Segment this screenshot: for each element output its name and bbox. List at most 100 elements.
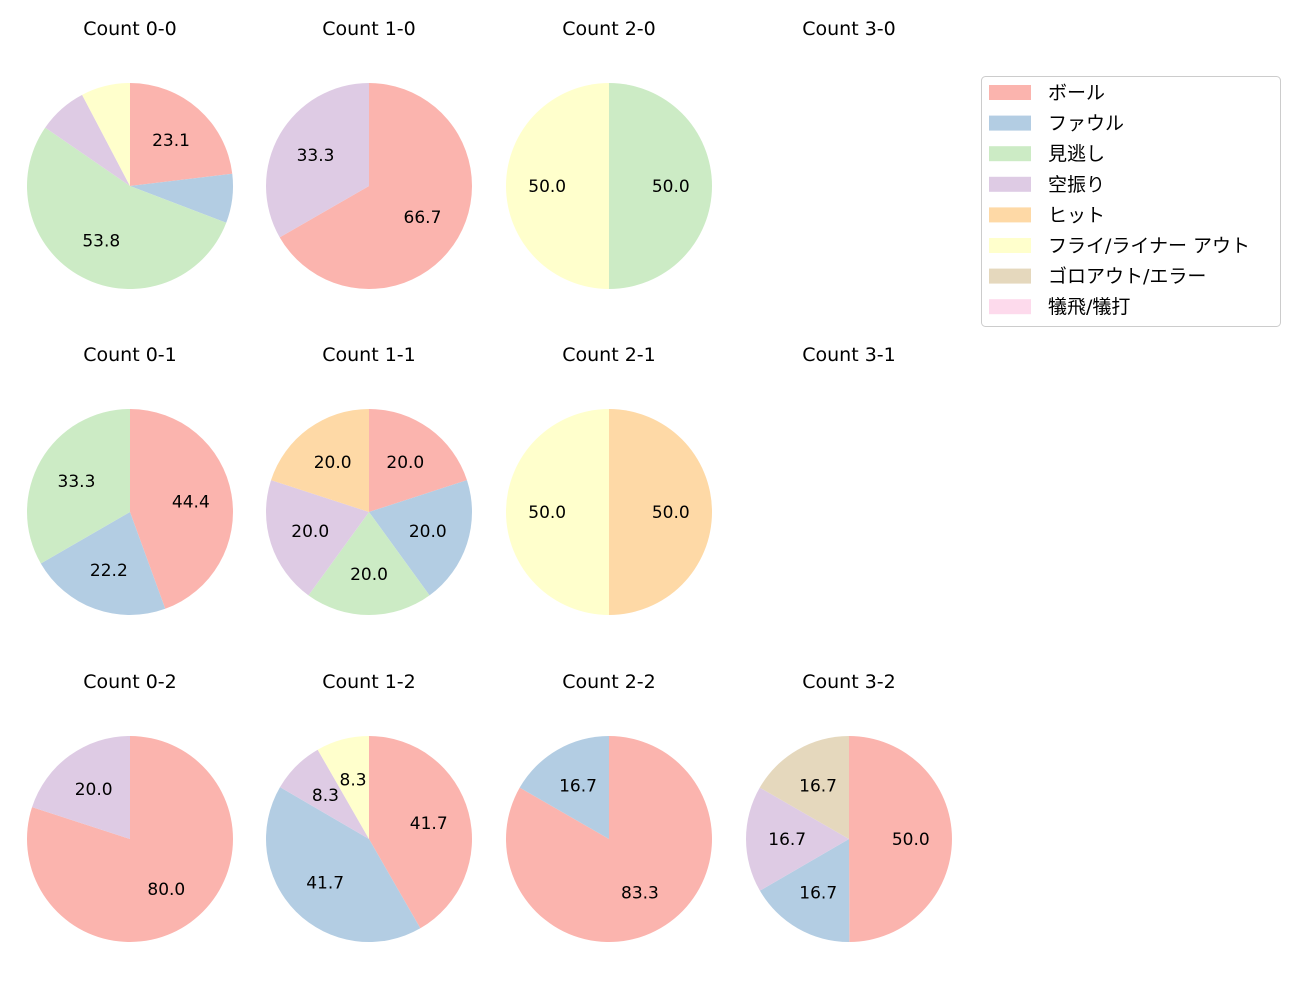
- pie-slice: [308, 512, 430, 615]
- pie-title: Count 1-0: [322, 18, 416, 40]
- pie-title: Count 1-2: [322, 671, 416, 693]
- slice-label: 83.3: [621, 883, 659, 903]
- pie-count-0-0: Count 0-0 23.1 53.8: [27, 18, 234, 289]
- slice-label: 44.4: [172, 492, 210, 512]
- pie-slice: [266, 787, 421, 942]
- pie-slice: [317, 736, 369, 839]
- pie-slice: [506, 83, 609, 289]
- slice-label: 41.7: [306, 874, 344, 894]
- pie-count-2-2: Count 2-2 83.3 16.7: [506, 671, 712, 943]
- pie-slice: [130, 83, 233, 186]
- pie-slice: [45, 94, 130, 186]
- legend-label: 空振り: [1048, 174, 1105, 196]
- pie-slice: [266, 83, 369, 238]
- pie-slice: [32, 736, 130, 839]
- pie-title: Count 0-1: [83, 344, 177, 366]
- pie-count-3-0: Count 3-0: [802, 18, 896, 40]
- legend-swatch: [989, 268, 1031, 284]
- pie-slice: [369, 480, 472, 596]
- slice-label: 66.7: [404, 208, 442, 228]
- pie-slice: [271, 409, 369, 512]
- pie-slice: [759, 736, 849, 839]
- pie-title: Count 1-1: [322, 344, 416, 366]
- slice-label: 16.7: [799, 884, 837, 904]
- slice-label: 20.0: [350, 565, 388, 585]
- slice-label: 41.7: [410, 814, 448, 834]
- pie-slice: [27, 409, 130, 564]
- slice-label: 50.0: [528, 177, 566, 197]
- pie-title: Count 3-1: [802, 344, 896, 366]
- pie-slice: [609, 83, 712, 289]
- slice-label: 16.7: [768, 830, 806, 850]
- pie-slice: [82, 83, 130, 186]
- legend-swatch: [989, 146, 1031, 162]
- slice-label: 33.3: [297, 146, 335, 166]
- pie-slice: [609, 409, 712, 615]
- pie-slice: [40, 512, 166, 615]
- slice-label: 20.0: [409, 522, 447, 542]
- legend-swatch: [989, 299, 1031, 315]
- legend-label: ヒット: [1048, 204, 1105, 226]
- legend-label: ファウル: [1048, 113, 1124, 135]
- pie-slice: [369, 409, 467, 512]
- pie-title: Count 3-0: [802, 18, 896, 40]
- pie-title: Count 0-0: [83, 18, 177, 40]
- pie-slice: [519, 736, 609, 839]
- pie-slice: [759, 839, 850, 942]
- pie-slice: [130, 173, 234, 223]
- slice-label: 33.3: [58, 472, 96, 492]
- slice-label: 50.0: [652, 503, 690, 523]
- slice-label: 8.3: [312, 786, 339, 806]
- pie-count-1-2: Count 1-2 41.7 41.7 8.38.3: [266, 671, 472, 942]
- slice-label: 20.0: [75, 780, 113, 800]
- pie-count-2-0: Count 2-0 50.0 50.0: [506, 18, 712, 289]
- pie-count-1-1: Count 1-1 20.0 20.0 20.0 20.0 20.0: [266, 344, 472, 615]
- legend-label: フライ/ライナー アウト: [1048, 235, 1250, 257]
- slice-label: 22.2: [90, 561, 128, 581]
- pie-title: Count 2-2: [562, 671, 656, 693]
- pie-title: Count 3-2: [802, 671, 896, 693]
- legend-label: 犠飛/犠打: [1048, 296, 1130, 318]
- pie-slice: [27, 127, 227, 289]
- legend-label: ゴロアウト/エラー: [1048, 266, 1206, 288]
- pie-slice: [26, 736, 233, 943]
- slice-label: 50.0: [892, 830, 930, 850]
- pie-slice: [849, 736, 952, 942]
- pie-title: Count 0-2: [83, 671, 177, 693]
- slice-label: 80.0: [147, 880, 185, 900]
- slice-label: 50.0: [652, 177, 690, 197]
- slice-label: 23.1: [152, 131, 190, 151]
- slice-label: 20.0: [386, 453, 424, 473]
- pie-slice: [506, 409, 609, 615]
- pie-slice: [369, 736, 472, 929]
- pie-slice: [266, 480, 369, 596]
- slice-label: 50.0: [528, 503, 566, 523]
- slice-label: 20.0: [291, 522, 329, 542]
- slice-label: 8.3: [340, 770, 367, 790]
- pie-slice: [506, 736, 712, 943]
- pie-count-0-1: Count 0-1 44.4 22.2 33.3: [27, 344, 233, 615]
- pie-title: Count 2-1: [562, 344, 656, 366]
- pie-slice: [280, 749, 369, 839]
- pie-title: Count 2-0: [562, 18, 656, 40]
- legend-swatch: [989, 115, 1031, 131]
- legend-label: ボール: [1048, 82, 1105, 104]
- legend-swatch: [989, 207, 1031, 223]
- legend-swatch: [989, 238, 1031, 253]
- pie-slice: [279, 83, 472, 289]
- pie-count-1-0: Count 1-0 66.7 33.3: [266, 18, 472, 289]
- legend-label: 見逃し: [1048, 143, 1105, 165]
- pie-slice: [130, 409, 233, 609]
- legend-swatch: [989, 176, 1031, 192]
- slice-label: 16.7: [559, 777, 597, 797]
- pie-count-3-1: Count 3-1: [802, 344, 896, 366]
- slice-label: 53.8: [82, 232, 120, 252]
- pie-count-2-1: Count 2-1 50.0 50.0: [506, 344, 712, 615]
- legend-swatch: [989, 85, 1031, 100]
- pie-slice: [745, 787, 849, 891]
- pie-count-0-2: Count 0-2 80.0 20.0: [26, 671, 233, 943]
- slice-label: 20.0: [314, 453, 352, 473]
- pie-count-3-2: Count 3-2 50.0 16.7 16.7 16.7: [745, 671, 952, 942]
